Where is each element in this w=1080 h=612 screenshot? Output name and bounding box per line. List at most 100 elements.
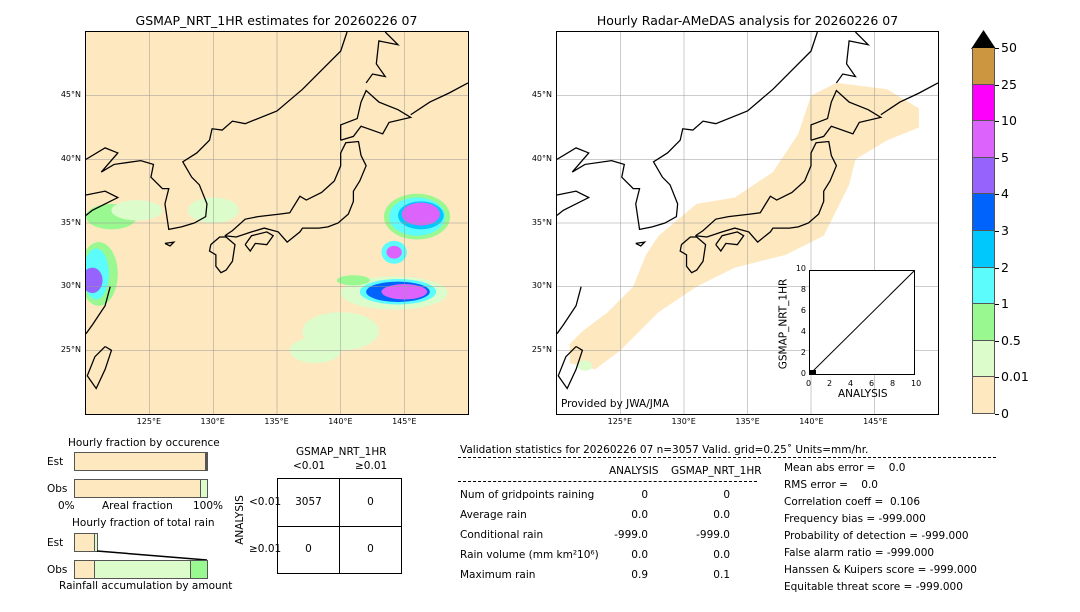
lon-label: 145°E [392, 417, 417, 426]
coastline [410, 82, 468, 116]
stats-row-label: Average rain [460, 509, 527, 521]
inset-ytick: 2 [800, 348, 806, 357]
colorbar-segment [972, 377, 995, 414]
row-header-lt: <0.01 [249, 496, 282, 508]
data-credit: Provided by JWA/JMA [561, 398, 670, 410]
lat-label: 40°N [531, 153, 552, 163]
right-map: Provided by JWA/JMA [556, 31, 939, 415]
coastline [340, 89, 413, 141]
coastline [715, 231, 745, 253]
colorbar-segment [972, 340, 995, 378]
occ-axis-right: 100% [193, 500, 224, 512]
stats-gsmap-value: 0.0 [713, 549, 730, 561]
colorbar-tick [995, 84, 999, 86]
occ-obs-label: Obs [47, 483, 68, 495]
colorbar-tick [995, 231, 999, 232]
right-map-title: Hourly Radar-AMeDAS analysis for 2026022… [596, 13, 899, 28]
colorbar-tick [995, 340, 999, 342]
coastline [557, 190, 591, 216]
colorbar-extend-arrow [971, 30, 996, 49]
inset-xtick: 0 [806, 379, 812, 388]
lon-label: 145°E [863, 417, 888, 426]
stats-analysis-value: 0.0 [631, 549, 648, 561]
lon-label: 135°E [264, 417, 289, 426]
rain-area [336, 275, 370, 286]
colorbar-tick [995, 121, 999, 123]
colorbar-segment [972, 231, 995, 268]
stats-header: Validation statistics for 20260226 07 n=… [460, 444, 869, 456]
coastline [86, 32, 348, 231]
rain-area [386, 245, 402, 259]
colorbar-label: 4 [1001, 186, 1009, 202]
colorbar-segment [972, 121, 995, 158]
coastline [86, 190, 120, 216]
stats-row-label: Rain volume (mm km²10⁶) [460, 549, 599, 561]
inset-xtick: 6 [869, 379, 875, 388]
lon-label: 125°E [136, 417, 161, 426]
coastline [810, 89, 883, 141]
scatter-inset [809, 270, 915, 375]
inset-xlabel: ANALYSIS [838, 388, 888, 400]
left-map-title: GSMAP_NRT_1HR estimates for 20260226 07 [135, 13, 418, 28]
colorbar-segment [972, 267, 995, 305]
colorbar-segment [972, 84, 995, 122]
rain-area [401, 202, 440, 226]
colorbar-segment [972, 48, 995, 85]
lat-label: 40°N [60, 153, 81, 163]
coastline [86, 345, 113, 390]
coastline [679, 236, 707, 274]
contingency-table: 3057 0 0 0 [277, 478, 402, 574]
coastline [835, 32, 871, 84]
colorbar-tick [995, 48, 999, 49]
inset-ytick: 10 [795, 264, 806, 273]
colorbar-tick [995, 304, 999, 306]
col-header-lt: <0.01 [293, 460, 326, 472]
occurrence-title: Hourly fraction by occurence [68, 437, 220, 449]
stats-gsmap-value: 0 [723, 489, 730, 501]
rain-est-label: Est [47, 537, 64, 549]
stats-analysis-value: 0 [641, 489, 648, 501]
lat-label: 35°N [60, 217, 81, 227]
row-axis-label: ANALYSIS [233, 495, 246, 545]
lat-label: 30°N [531, 281, 552, 291]
colorbar-label: 50 [1001, 40, 1017, 55]
stats-gsmap-value: 0.1 [713, 569, 730, 581]
stats-gsmap-value: 0.0 [713, 509, 730, 521]
inset-xtick: 2 [827, 379, 833, 388]
inset-ytick: 8 [800, 285, 806, 294]
coastline [557, 32, 818, 231]
lat-label: 35°N [531, 217, 552, 227]
lat-label: 45°N [531, 89, 552, 99]
stats-analysis-value: 0.9 [631, 569, 648, 581]
coastline [557, 345, 584, 390]
contingency-title: GSMAP_NRT_1HR [296, 446, 387, 458]
colorbar-segment [972, 304, 995, 341]
occ-est-label: Est [47, 456, 64, 468]
colorbar-label: 5 [1001, 149, 1009, 165]
stats-row-label: Maximum rain [460, 569, 536, 581]
rain-connector [96, 550, 208, 561]
score-line: Hanssen & Kuipers score = -999.000 [784, 564, 977, 576]
cell-false-alarm: 0 [367, 496, 374, 508]
stats-analysis-value: 0.0 [631, 509, 648, 521]
stats-row-label: Num of gridpoints raining [460, 489, 595, 501]
colorbar-label: 0.5 [1001, 332, 1021, 348]
coastline [208, 236, 236, 274]
cell-miss: 0 [305, 543, 312, 555]
coastline [244, 231, 275, 253]
lat-label: 25°N [531, 345, 552, 355]
lon-label: 130°E [671, 417, 696, 426]
coastline [880, 82, 938, 116]
colorbar-tick [995, 377, 999, 379]
rain-area [111, 200, 163, 221]
colorbar-tick [995, 414, 999, 415]
colorbar-label: 25 [1001, 76, 1017, 92]
row-header-ge: ≥0.01 [249, 543, 282, 555]
colorbar-segment [972, 194, 995, 231]
cell-hit-none: 3057 [295, 496, 322, 508]
lon-label: 130°E [200, 417, 225, 426]
inset-xtick: 4 [848, 379, 854, 388]
stats-col-analysis: ANALYSIS [609, 465, 659, 477]
score-line: RMS error = 0.0 [784, 479, 878, 491]
score-line: False alarm ratio = -999.000 [784, 547, 935, 559]
